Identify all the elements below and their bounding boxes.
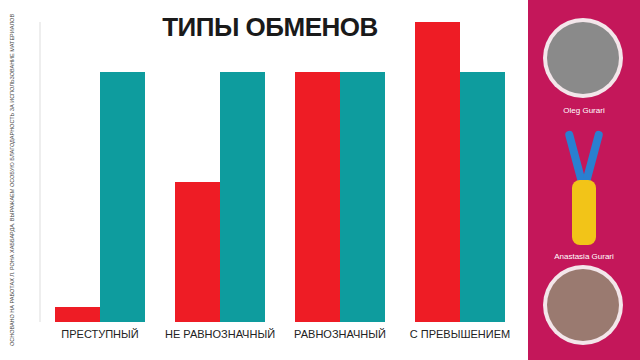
svg-text:РАВНОЗНАЧНЫЙ: РАВНОЗНАЧНЫЙ [294, 328, 386, 340]
svg-text:ПРЕСТУПНЫЙ: ПРЕСТУПНЫЙ [61, 328, 138, 340]
html-text:ОСНОВАНО НА РАБОТАХ Л. РОНА ХА: ОСНОВАНО НА РАБОТАХ Л. РОНА ХАББАРДА. ВЫ… [9, 13, 15, 347]
svg-text:НЕ РАВНОЗНАЧНЫЙ: НЕ РАВНОЗНАЧНЫЙ [165, 328, 275, 340]
html-text:Oleg Gurari: Oleg Gurari [563, 106, 605, 115]
svg-text:С ПРЕВЫШЕНИЕМ: С ПРЕВЫШЕНИЕМ [410, 328, 510, 340]
html-text:Anastasia Gurari: Anastasia Gurari [554, 252, 614, 261]
html-text:ТИПЫ ОБМЕНОВ: ТИПЫ ОБМЕНОВ [162, 12, 378, 42]
